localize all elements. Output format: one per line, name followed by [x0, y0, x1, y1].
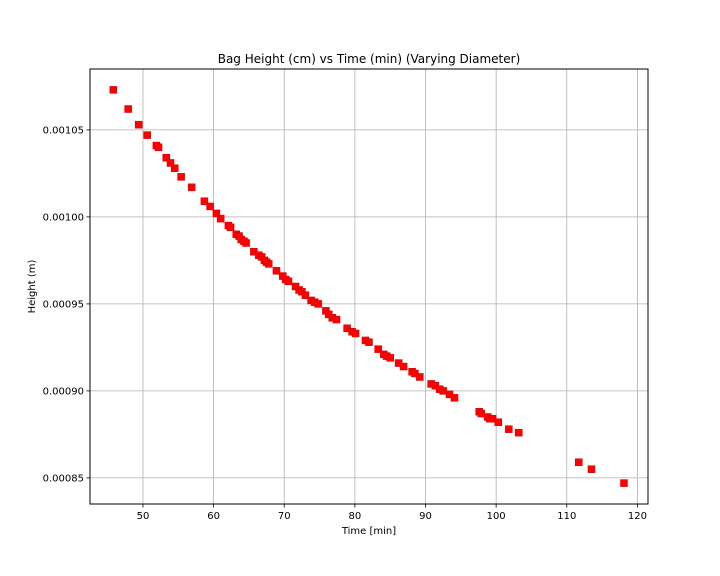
x-tick-label: 50 — [137, 511, 150, 522]
data-point — [171, 164, 179, 172]
data-point — [143, 131, 151, 139]
data-point — [301, 291, 310, 299]
x-tick-label: 90 — [419, 511, 432, 522]
data-point — [386, 354, 394, 362]
data-point — [187, 183, 196, 192]
data-point — [206, 202, 214, 211]
data-point — [514, 428, 523, 437]
data-point — [505, 425, 513, 433]
data-point — [162, 153, 171, 162]
data-point — [620, 479, 628, 487]
x-tick-label: 70 — [278, 511, 291, 522]
data-point — [124, 105, 132, 113]
y-tick-label: 0.00095 — [43, 299, 84, 310]
x-tick-label: 110 — [557, 511, 576, 522]
x-tick-label: 100 — [487, 511, 506, 522]
data-point — [365, 338, 373, 346]
plot-frame — [89, 68, 649, 505]
data-point — [416, 373, 424, 381]
y-tick-label: 0.00105 — [43, 125, 84, 136]
x-axis-title: Time [min] — [341, 526, 396, 537]
data-point — [332, 315, 341, 324]
data-point — [374, 345, 382, 353]
data-points — [109, 86, 628, 487]
data-point — [351, 329, 360, 338]
data-point — [226, 223, 235, 232]
data-point — [177, 173, 185, 181]
x-axis-ticks: 50 60 70 80 90 100 110 120 — [137, 504, 647, 522]
data-point — [212, 209, 221, 218]
chart-title: Bag Height (cm) vs Time (min) (Varying D… — [218, 52, 521, 66]
x-tick-label: 60 — [207, 511, 220, 522]
data-point — [242, 239, 250, 247]
data-point — [216, 214, 225, 223]
data-point — [109, 86, 118, 94]
data-point — [264, 260, 273, 268]
data-point — [587, 465, 596, 473]
data-point — [154, 143, 163, 152]
data-point — [477, 409, 486, 418]
data-point — [314, 300, 322, 308]
y-tick-label: 0.00090 — [43, 386, 84, 397]
data-point — [575, 458, 583, 466]
x-tick-label: 120 — [628, 511, 647, 522]
y-tick-label: 0.00085 — [43, 473, 84, 484]
data-point — [450, 394, 459, 402]
y-axis-ticks: 0.00085 0.00090 0.00095 0.00100 0.00105 — [43, 125, 90, 484]
grid-lines — [90, 69, 648, 504]
data-point — [399, 362, 408, 371]
data-point — [272, 267, 281, 275]
data-point — [284, 277, 293, 286]
data-point — [166, 159, 175, 167]
y-axis-title: Height (m) — [27, 260, 38, 314]
data-point — [200, 197, 209, 205]
x-tick-label: 80 — [349, 511, 362, 522]
data-point — [134, 120, 143, 129]
data-point — [494, 418, 503, 426]
data-point — [439, 387, 447, 395]
y-tick-label: 0.00100 — [43, 212, 84, 223]
